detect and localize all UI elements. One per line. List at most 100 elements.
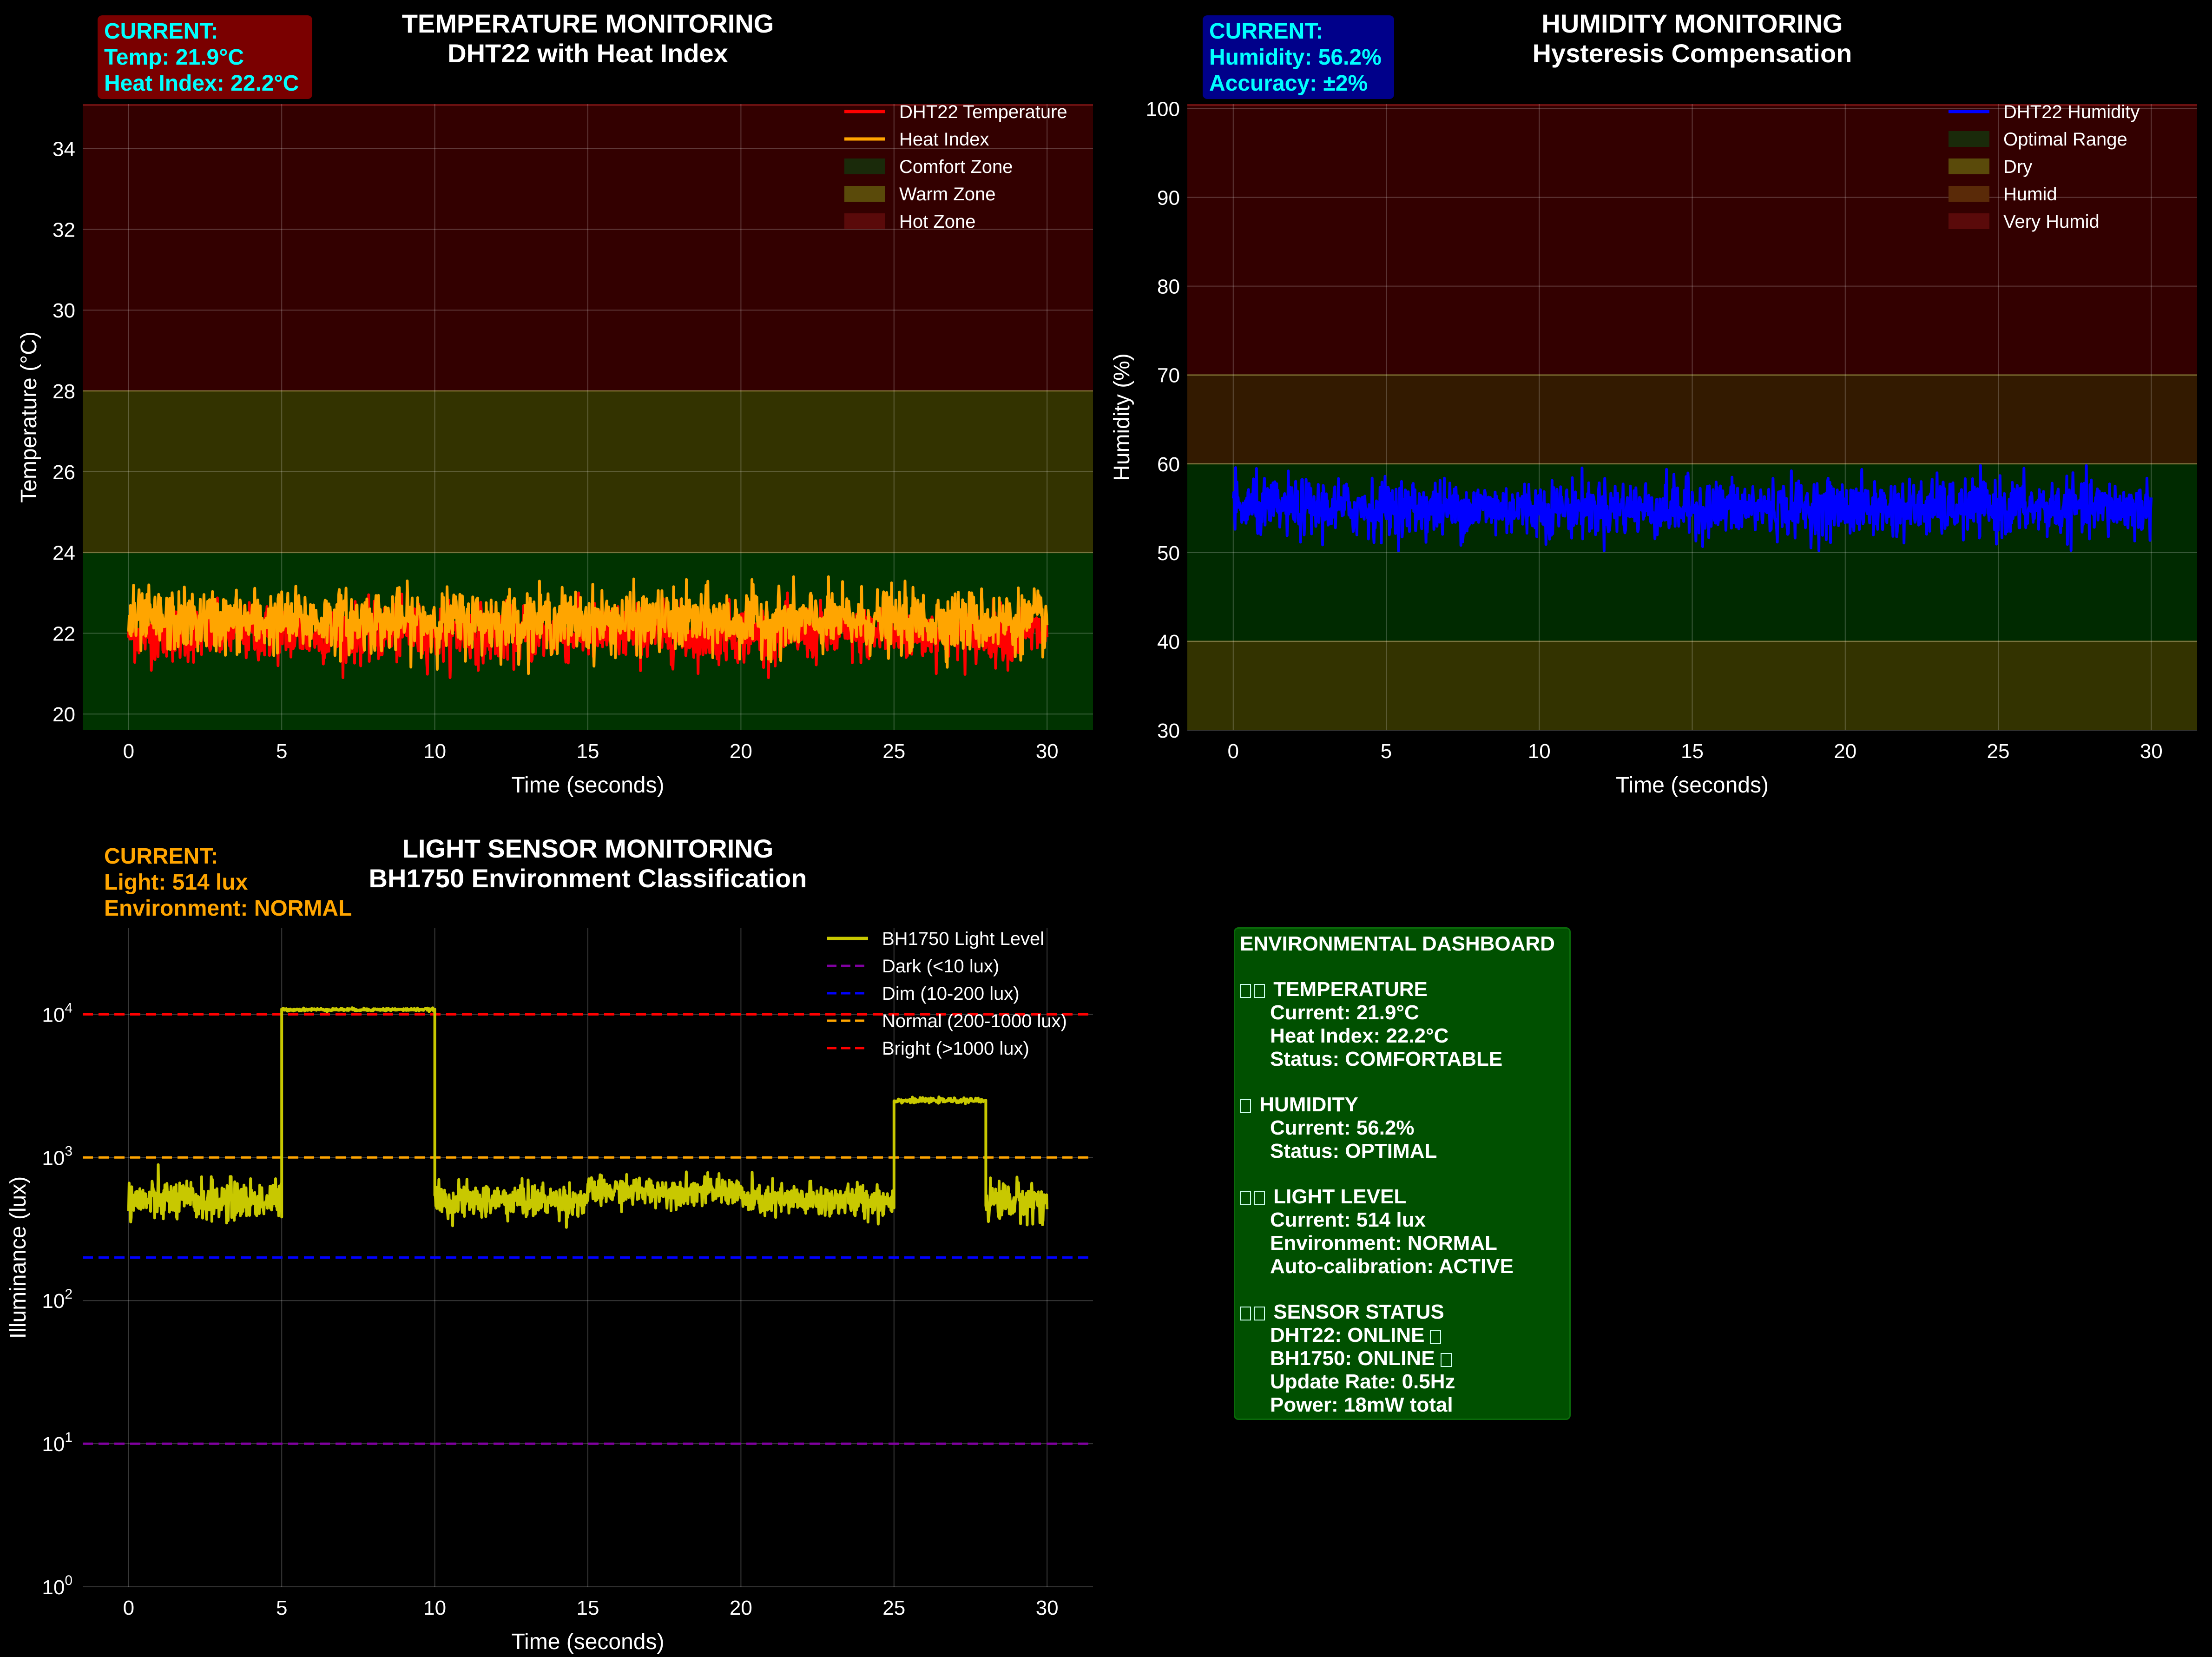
legend-swatch	[844, 213, 885, 229]
y-tick-label: 103	[42, 1143, 72, 1169]
y-tick-label: 100	[42, 1573, 72, 1599]
y-tick-label: 101	[42, 1430, 72, 1456]
temperature-chart: 0 5 10 15 20 25 30 20 22 24 26 28 30 32 34 Time (second…	[17, 9, 1093, 798]
y-tick-label: 22	[53, 622, 75, 645]
dashboard-line: Power: 18mW total	[1270, 1393, 1453, 1416]
legend-swatch	[1949, 158, 1989, 174]
current-value-line: CURRENT:	[104, 19, 218, 44]
dashboard-section-heading: LIGHT LEVEL	[1240, 1185, 1565, 1208]
legend-label: Very Humid	[2003, 211, 2100, 232]
band-very-humid	[1187, 104, 2197, 375]
missing-glyph-icon	[1430, 1330, 1442, 1344]
y-axis-label: Temperature (°C)	[17, 331, 41, 503]
x-tick-label: 5	[1381, 740, 1392, 763]
dashboard-line: Current: 514 lux	[1270, 1208, 1426, 1231]
legend-label: DHT22 Temperature	[899, 102, 1067, 122]
band-dry	[1187, 641, 2197, 730]
dashboard-section: TEMPERATURE Current: 21.9°C Heat Index: 22…	[1240, 978, 1565, 1071]
x-tick-label: 20	[1834, 740, 1856, 763]
x-tick-label: 15	[577, 740, 599, 763]
dashboard-title: ENVIRONMENTAL DASHBOARD	[1240, 932, 1555, 955]
current-value-line: Accuracy: ±2%	[1209, 71, 1368, 96]
x-tick-label: 0	[123, 740, 134, 763]
y-tick-label: 24	[53, 542, 75, 565]
dashboard-section-title: LIGHT LEVEL	[1268, 1185, 1407, 1208]
x-tick-label: 10	[423, 740, 446, 763]
legend-label: Humid	[2003, 184, 2057, 205]
dashboard-line: Heat Index: 22.2°C	[1270, 1024, 1449, 1047]
x-tick-label: 5	[276, 1597, 287, 1619]
dashboard-section-heading: TEMPERATURE	[1240, 978, 1565, 1001]
y-tick-label: 70	[1157, 364, 1180, 387]
y-tick-label: 30	[1157, 720, 1180, 742]
missing-glyph-icon	[1240, 984, 1251, 998]
series-heat-index	[127, 575, 1049, 675]
legend-label: DHT22 Humidity	[2003, 102, 2140, 122]
missing-glyph-icon	[1254, 1307, 1265, 1320]
y-tick-label: 50	[1157, 542, 1180, 565]
legend-label: Dry	[2003, 157, 2032, 177]
x-axis-label: Time (seconds)	[512, 1630, 665, 1654]
legend-label: Hot Zone	[899, 211, 976, 232]
x-tick-label: 15	[1681, 740, 1704, 763]
current-value-line: Heat Index: 22.2°C	[104, 71, 299, 96]
chart-title: LIGHT SENSOR MONITORING	[402, 834, 774, 863]
y-tick-label: 80	[1157, 276, 1180, 298]
dashboard-line: BH1750: ONLINE	[1240, 1347, 1565, 1370]
x-tick-label: 30	[1036, 1597, 1059, 1619]
legend-label: BH1750 Light Level	[882, 929, 1044, 949]
y-tick-label: 28	[53, 380, 75, 403]
legend-label: Optimal Range	[2003, 129, 2127, 150]
current-value-line: Light: 514 lux	[104, 870, 248, 895]
y-tick-label: 34	[53, 138, 75, 161]
dashboard-section-title: HUMIDITY	[1254, 1093, 1358, 1116]
dashboard-section-title: TEMPERATURE	[1268, 978, 1428, 1001]
missing-glyph-icon	[1254, 1191, 1265, 1205]
y-tick-label: 26	[53, 461, 75, 484]
chart-title: HUMIDITY MONITORING	[1541, 9, 1843, 38]
legend-label: Bright (>1000 lux)	[882, 1038, 1029, 1059]
chart-subtitle: DHT22 with Heat Index	[448, 39, 728, 68]
current-value-line: CURRENT:	[104, 844, 218, 869]
band-warm-zone	[83, 391, 1093, 553]
y-tick-label: 100	[1146, 98, 1180, 121]
legend-swatch	[844, 158, 885, 174]
missing-glyph-icon	[1440, 1353, 1452, 1367]
environmental-dashboard-panel: ENVIRONMENTAL DASHBOARD TEMPERATURE Curre…	[1234, 927, 1571, 1420]
dashboard-section-heading: SENSOR STATUS	[1240, 1301, 1565, 1324]
legend-label: Dim (10-200 lux)	[882, 984, 1020, 1004]
light-chart: 0 5 10 15 20 25 30 100 101 102 103 104 Time (seconds…	[6, 834, 1093, 1654]
x-axis-label: Time (seconds)	[512, 773, 665, 798]
dashboard-section: LIGHT LEVEL Current: 514 lux Environment: …	[1240, 1185, 1565, 1278]
dashboard-line: Auto-calibration: ACTIVE	[1270, 1255, 1514, 1278]
y-axis-label: Humidity (%)	[1110, 353, 1134, 481]
dashboard-line: Status: OPTIMAL	[1270, 1140, 1437, 1162]
current-value-line: Humidity: 56.2%	[1209, 45, 1382, 70]
x-tick-label: 10	[1528, 740, 1551, 763]
chart-subtitle: BH1750 Environment Classification	[369, 864, 807, 893]
x-axis-label: Time (seconds)	[1616, 773, 1769, 798]
y-tick-label: 104	[42, 1000, 72, 1026]
dashboard-line: DHT22: ONLINE	[1240, 1324, 1565, 1347]
current-value-box	[98, 15, 312, 99]
missing-glyph-icon	[1254, 984, 1265, 998]
series-bh1750-light-level	[127, 1006, 1049, 1229]
legend-swatch	[1949, 131, 1989, 147]
series-dht22-humidity	[1231, 464, 2153, 553]
x-tick-label: 5	[276, 740, 287, 763]
legend-swatch	[844, 186, 885, 202]
legend-label: Normal (200-1000 lux)	[882, 1011, 1067, 1031]
missing-glyph-icon	[1240, 1099, 1251, 1113]
dashboard-line: Update Rate: 0.5Hz	[1270, 1370, 1455, 1393]
dashboard-line: Current: 56.2%	[1270, 1116, 1415, 1139]
legend-label: Comfort Zone	[899, 157, 1013, 177]
legend-label: Dark (<10 lux)	[882, 956, 999, 977]
current-value-line: Environment: NORMAL	[104, 896, 352, 921]
x-tick-label: 20	[730, 1597, 752, 1619]
current-value-box	[1203, 15, 1394, 99]
y-tick-label: 90	[1157, 187, 1180, 210]
dashboard-line: Status: COMFORTABLE	[1270, 1048, 1503, 1070]
x-tick-label: 10	[423, 1597, 446, 1619]
x-tick-label: 25	[1987, 740, 2010, 763]
